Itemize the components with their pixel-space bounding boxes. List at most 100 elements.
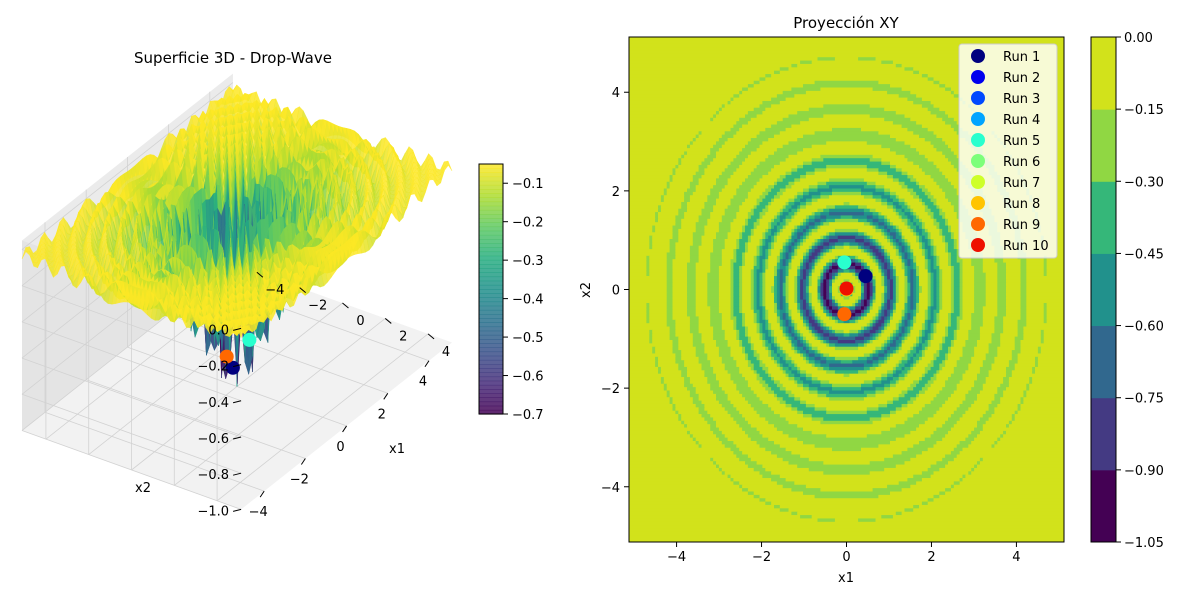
contour-cell bbox=[675, 242, 694, 247]
contour-cell bbox=[948, 178, 966, 183]
contour-cell bbox=[762, 235, 766, 240]
contour-cell bbox=[742, 87, 749, 92]
z-tick bbox=[232, 508, 242, 512]
contour-cell bbox=[730, 222, 746, 227]
contour-cell bbox=[814, 222, 821, 227]
z-tick-label: 0.0 bbox=[208, 323, 229, 338]
contour-cell bbox=[808, 249, 813, 254]
contour-cell bbox=[779, 67, 790, 72]
contour-cell bbox=[629, 60, 801, 65]
contour-title: Proyección XY bbox=[793, 14, 899, 32]
contour-cell bbox=[759, 255, 766, 260]
contour-cell bbox=[808, 259, 813, 264]
x2-tick-label: −2 bbox=[290, 473, 309, 488]
contour-cell bbox=[881, 144, 911, 149]
contour-cell bbox=[745, 228, 752, 233]
contour-cell bbox=[803, 228, 807, 233]
contour-cell bbox=[878, 239, 888, 243]
contour-cell bbox=[791, 228, 795, 233]
contour-cell bbox=[698, 255, 711, 260]
contour-cell bbox=[736, 215, 749, 220]
contour-cell bbox=[774, 164, 798, 169]
colorbar-step bbox=[479, 380, 503, 386]
contour-cell bbox=[950, 161, 964, 166]
contour-cell bbox=[771, 252, 781, 257]
contour-cell bbox=[776, 222, 781, 227]
contour-cell bbox=[756, 225, 769, 230]
contour-cell bbox=[803, 161, 813, 166]
z-tick-label: −1.0 bbox=[198, 504, 230, 519]
contour-cell bbox=[779, 249, 784, 254]
contour-cell bbox=[927, 249, 932, 254]
contour-cell bbox=[721, 259, 732, 264]
contour-cell bbox=[797, 191, 804, 196]
contour-cell bbox=[730, 228, 743, 233]
contour-cell bbox=[950, 201, 964, 206]
contour-cell bbox=[782, 225, 787, 230]
contour-cell bbox=[901, 239, 906, 243]
contour-cell bbox=[924, 235, 929, 240]
contour-cell bbox=[800, 222, 804, 227]
contour-cell bbox=[742, 161, 761, 166]
contour-cell bbox=[887, 218, 891, 223]
contour-cell bbox=[869, 114, 906, 119]
contour-cell bbox=[779, 228, 784, 233]
contour-cell bbox=[895, 239, 900, 243]
contour-cell bbox=[887, 255, 891, 260]
contour-cell bbox=[692, 191, 711, 196]
contour-cell bbox=[689, 259, 700, 264]
contour-cell bbox=[762, 259, 766, 264]
contour-cell bbox=[829, 249, 833, 254]
contour-cell bbox=[797, 249, 807, 254]
contour-cell bbox=[765, 77, 929, 82]
colorbar-step bbox=[479, 322, 503, 328]
contour-cell bbox=[768, 249, 772, 254]
contour-cell bbox=[791, 259, 801, 264]
contour-cell bbox=[629, 212, 656, 217]
contour-cell bbox=[808, 225, 816, 230]
contour-cell bbox=[942, 215, 946, 220]
contour-cell bbox=[866, 249, 871, 254]
contour-cell bbox=[927, 252, 932, 257]
colorbar-step bbox=[479, 268, 503, 273]
contour-cell bbox=[701, 212, 711, 217]
contour-cell bbox=[884, 107, 929, 112]
contour-cell bbox=[689, 144, 714, 149]
contour-cell bbox=[814, 80, 879, 85]
contour-cell bbox=[681, 225, 697, 230]
contour-cell bbox=[858, 255, 871, 260]
contour-cell bbox=[721, 144, 746, 149]
contour-cell bbox=[771, 188, 781, 193]
contour-cell bbox=[919, 225, 923, 230]
contour-cell bbox=[927, 205, 937, 210]
contour-cell bbox=[875, 198, 882, 203]
contour-cell bbox=[768, 255, 778, 260]
contour-cell bbox=[994, 259, 1004, 264]
contour-cell bbox=[817, 245, 824, 250]
contour-cell bbox=[803, 191, 810, 196]
contour-cell bbox=[936, 164, 955, 169]
contour-cell bbox=[884, 235, 888, 240]
contour-cell bbox=[797, 212, 813, 217]
contour-cell bbox=[916, 191, 926, 196]
contour-cell bbox=[727, 100, 732, 105]
contour-cell bbox=[629, 158, 679, 163]
contour-cell bbox=[704, 228, 720, 233]
contour-cell bbox=[808, 188, 819, 193]
contour-cell bbox=[910, 178, 917, 183]
contour-cell bbox=[768, 138, 798, 142]
contour-cell bbox=[782, 90, 807, 95]
contour-cell bbox=[939, 84, 946, 89]
contour-cell bbox=[887, 239, 891, 243]
contour-cell bbox=[823, 158, 871, 163]
contour-cell bbox=[681, 161, 703, 166]
contour-cell bbox=[689, 245, 700, 250]
contour-cell bbox=[858, 259, 862, 264]
contour-cell bbox=[768, 225, 772, 230]
x2-tick-label: −4 bbox=[249, 505, 268, 520]
contour-cell bbox=[933, 242, 946, 247]
contour-cell bbox=[884, 245, 894, 250]
contour-cell bbox=[892, 175, 908, 179]
contour-cell bbox=[779, 100, 914, 105]
contour-cell bbox=[884, 228, 888, 233]
